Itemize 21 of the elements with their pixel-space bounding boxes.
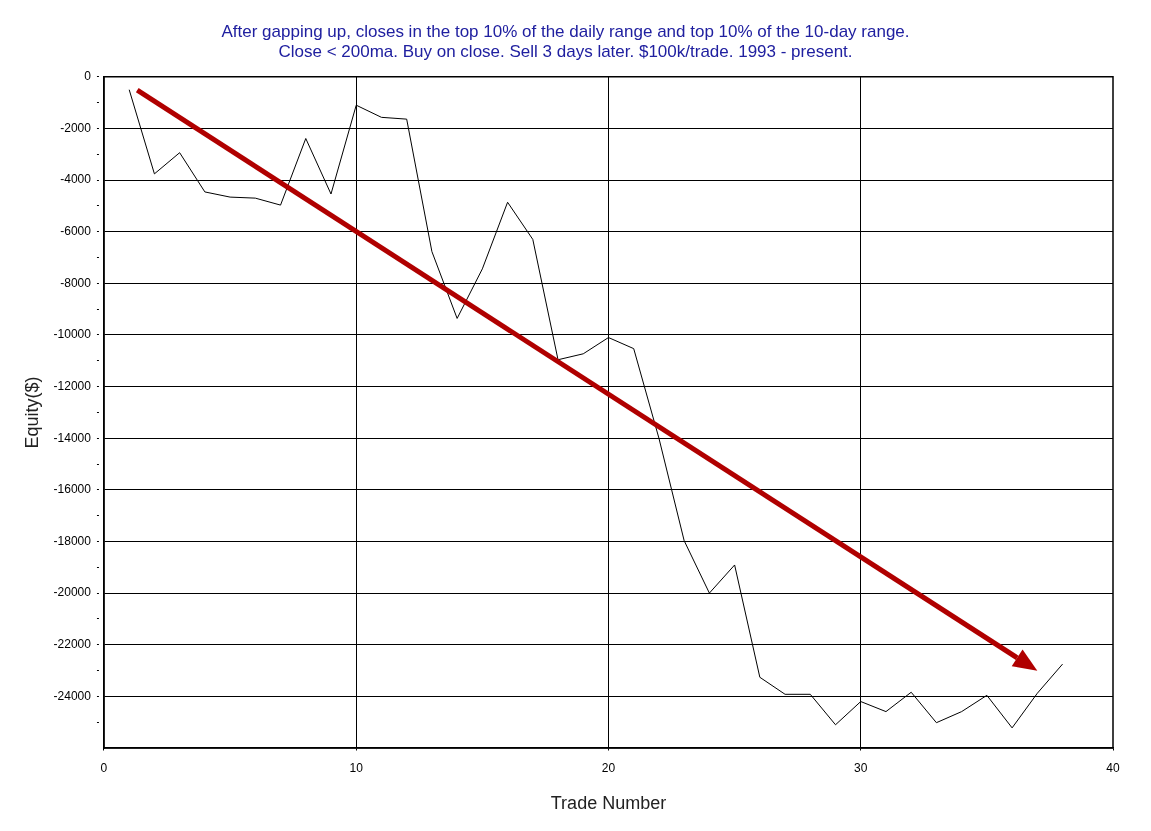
x-tick-label: 20	[601, 760, 616, 775]
y-tick-label: -10000	[53, 327, 92, 342]
x-axis-title: Trade Number	[550, 793, 667, 814]
y-tick-label: -22000	[53, 637, 92, 652]
y-tick-label: -6000	[60, 224, 92, 238]
x-tick-label: 30	[854, 760, 868, 775]
y-tick-label: -2000	[60, 120, 92, 135]
y-tick-label: -4000	[60, 172, 92, 187]
x-tick-label: 40	[1106, 760, 1120, 775]
y-tick-label: -8000	[60, 275, 92, 290]
y-axis-title: Equity($)	[21, 376, 42, 449]
y-tick-label: -14000	[53, 430, 92, 445]
y-tick-label: -18000	[53, 533, 92, 548]
chart-title: After gapping up, closes in the top 10% of the daily range and top 10% of the 10-day range. Close < 200ma. Buy on close. Sell 3 days later. $100k/trade. 1993 - present.	[221, 21, 910, 62]
y-tick-label: -20000	[53, 585, 92, 600]
x-tick-label: 0	[100, 760, 108, 775]
y-tick-label: -24000	[53, 688, 92, 703]
x-tick-label: 10	[349, 760, 364, 775]
y-tick-label: -16000	[53, 482, 92, 497]
y-tick-label: 0	[84, 69, 92, 84]
y-tick-label: -12000	[53, 378, 92, 393]
